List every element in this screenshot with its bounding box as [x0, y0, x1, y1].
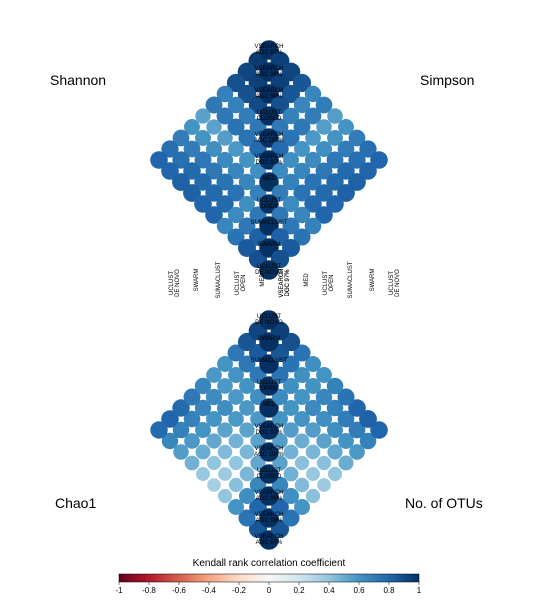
legend-tick: 1	[407, 586, 431, 595]
legend-tick: 0.2	[287, 586, 311, 595]
row-label: VSEARCH AGC 97%	[239, 534, 299, 546]
quadrant-title: Shannon	[50, 72, 106, 88]
col-label-left: SUMACLUST	[216, 260, 222, 300]
col-label-left: UCLUST DE NOVO	[169, 263, 181, 303]
col-label-right: UCLUST DE NOVO	[389, 263, 401, 303]
row-label: UCLUST CLOSED	[239, 110, 299, 122]
row-label: UCLUST DE NOVO	[239, 314, 299, 326]
row-label: SUMACLUST	[239, 220, 299, 226]
row-label: UCLUST OPEN	[239, 198, 299, 210]
corr-cell	[196, 467, 210, 481]
corr-cell	[306, 467, 320, 481]
legend-tick: -0.2	[227, 586, 251, 595]
row-label: MED	[239, 402, 299, 408]
legend-bar	[119, 574, 419, 582]
row-label: SWARM	[239, 336, 299, 342]
legend-tick: -1	[107, 586, 131, 595]
corr-cell	[195, 108, 210, 123]
col-label-left: UCLUST OPEN	[235, 263, 247, 303]
row-label: VSEARCH AGC 99%	[239, 490, 299, 502]
quadrant-title: No. of OTUs	[405, 495, 483, 511]
corr-cell	[206, 119, 221, 134]
corr-cell	[196, 445, 211, 460]
corr-cell	[218, 489, 232, 503]
corr-cell	[218, 467, 232, 481]
corr-cell	[306, 489, 320, 503]
col-label-right: VSEARCH DGC 97%	[279, 263, 291, 303]
row-label: SUMACLUST	[239, 358, 299, 364]
legend-title: Kendall rank correlation coefficient	[159, 558, 379, 569]
row-label: UCLUST OPEN	[239, 380, 299, 392]
corr-cell	[207, 478, 221, 492]
corr-cell	[327, 444, 342, 459]
corr-cell	[317, 456, 331, 470]
corr-cell	[328, 467, 342, 481]
row-label: UCLUST CLOSED	[239, 468, 299, 480]
col-label-left: MED	[260, 260, 266, 300]
legend-tick: 0.4	[317, 586, 341, 595]
corr-cell	[207, 456, 221, 470]
legend-tick: -0.6	[167, 586, 191, 595]
row-label: SWARM	[239, 242, 299, 248]
quadrant-title: Chao1	[55, 495, 96, 511]
col-label-right: MED	[304, 260, 310, 300]
legend-tick: 0.6	[347, 586, 371, 595]
row-label: VSEARCH AGC 100%	[239, 446, 299, 458]
row-label: VSEARCH DGC 97%	[239, 424, 299, 436]
row-label: VSEARCH AGC 98%	[239, 512, 299, 524]
corr-cell	[217, 422, 232, 437]
corr-cell	[339, 456, 354, 471]
corr-cell	[206, 433, 221, 448]
col-label-right: SWARM	[370, 260, 376, 300]
col-label-right: SUMACLUST	[348, 260, 354, 300]
row-label: VSEARCH AGC 97%	[239, 44, 299, 56]
legend-tick: -0.4	[197, 586, 221, 595]
row-label: VSEARCH AGC 100%	[239, 132, 299, 144]
col-label-right: UCLUST OPEN	[323, 263, 335, 303]
corr-cell	[185, 456, 200, 471]
row-label: VSEARCH AGC 99%	[239, 88, 299, 100]
row-label: VSEARCH AGC 98%	[239, 66, 299, 78]
row-label: VSEARCH DGC 97%	[239, 154, 299, 166]
quadrant-title: Simpson	[420, 72, 474, 88]
row-label: MED	[239, 176, 299, 182]
legend-tick: -0.8	[137, 586, 161, 595]
col-label-left: SWARM	[194, 260, 200, 300]
legend-tick: 0	[257, 586, 281, 595]
legend-tick: 0.8	[377, 586, 401, 595]
corr-cell	[317, 478, 331, 492]
corr-cell	[306, 445, 321, 460]
corr-cell	[218, 445, 232, 459]
